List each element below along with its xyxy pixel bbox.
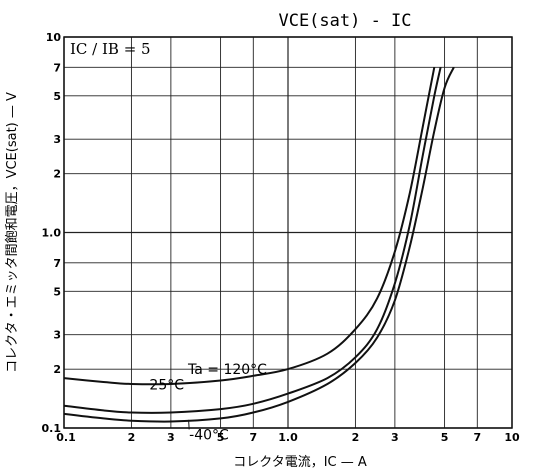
x-tick-label: 5: [217, 431, 225, 444]
annotation-minus-40c: -40°C: [189, 427, 229, 443]
condition-label: IC / IB = 5: [70, 40, 151, 58]
x-tick-label: 0.1: [56, 431, 76, 444]
y-tick-label: 2: [53, 363, 61, 376]
y-tick-label: 0.1: [42, 422, 62, 435]
x-tick-label: 2: [128, 431, 136, 444]
y-tick-label: 5: [53, 285, 61, 298]
y-tick-labels: 10 7 5 3 2 1.0 7 5 3 2 0.1: [42, 31, 62, 435]
x-axis-label: コレクタ電流，IC — A: [233, 455, 367, 470]
y-axis-label: コレクタ・エミッタ間飽和電圧，VCE(sat) — V: [5, 92, 20, 373]
y-tick-label: 1.0: [42, 227, 62, 240]
annotation-minus-40c-leader: [188, 419, 190, 430]
y-tick-label: 3: [53, 329, 61, 342]
series-layer: [63, 66, 455, 423]
chart-title: VCE(sat) - IC: [278, 11, 411, 31]
y-tick-label: 10: [46, 31, 62, 44]
x-tick-label: 3: [391, 431, 399, 444]
x-tick-label: 2: [352, 431, 360, 444]
x-tick-label: 10: [504, 431, 520, 444]
annotation-25c: 25°C: [149, 378, 184, 394]
x-tick-label: 5: [441, 431, 449, 444]
y-tick-label: 7: [53, 257, 61, 270]
y-tick-label: 5: [53, 90, 61, 103]
x-tick-label: 3: [167, 431, 175, 444]
plot-frame: [63, 36, 513, 429]
annotations: Ta = 120°C 25°C -40°C: [149, 362, 267, 444]
annotation-ta-120c: Ta = 120°C: [187, 362, 267, 378]
series-line-1: [63, 67, 442, 414]
x-tick-labels: 0.1 2 3 5 7 1.0 2 3 5 7 10: [56, 431, 520, 444]
y-tick-label: 3: [53, 133, 61, 146]
y-tick-label: 7: [53, 61, 61, 74]
series-line-2: [63, 66, 455, 423]
series-line-0: [63, 67, 436, 386]
x-tick-label: 7: [473, 431, 481, 444]
y-tick-label: 2: [53, 168, 61, 181]
x-tick-label: 1.0: [278, 431, 298, 444]
x-tick-label: 7: [249, 431, 257, 444]
